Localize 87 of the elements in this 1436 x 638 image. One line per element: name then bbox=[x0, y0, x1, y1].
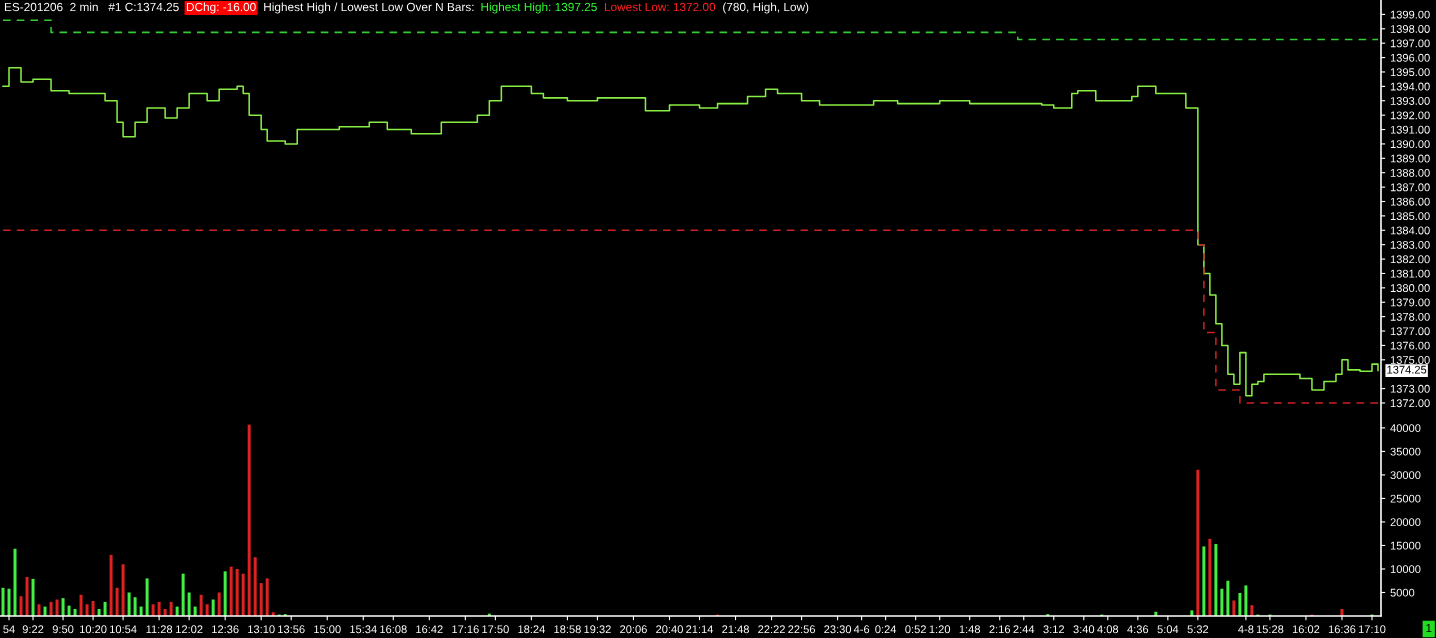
x-tick-label: 5:32 bbox=[1187, 625, 1209, 634]
annotation: Highest High: 1397.25 bbox=[481, 2, 597, 14]
y-tick-label: 1372.00 bbox=[1390, 399, 1430, 408]
y2-tick-label: 10000 bbox=[1390, 565, 1421, 574]
annotation: (780, High, Low) bbox=[723, 2, 809, 14]
x-tick-label: 21:48 bbox=[722, 625, 749, 634]
y-tick-label: 1387.00 bbox=[1390, 183, 1430, 192]
x-tick-label: 3:12 bbox=[1043, 625, 1065, 634]
x-tick-label: 20:40 bbox=[656, 625, 683, 634]
x-tick-label: 21:14 bbox=[686, 625, 714, 634]
y-tick-label: 1384.00 bbox=[1390, 226, 1430, 235]
y-tick-label: 1378.00 bbox=[1390, 312, 1430, 321]
y-tick-label: 1397.00 bbox=[1390, 39, 1430, 48]
text: 1 bbox=[1426, 623, 1432, 633]
y-tick-label: 1375.00 bbox=[1390, 356, 1430, 364]
y2-tick-label: 20000 bbox=[1390, 518, 1421, 527]
x-tick-label: 15:28 bbox=[1256, 625, 1284, 634]
y-tick-label: 1398.00 bbox=[1390, 25, 1430, 33]
y-tick-label: 1396.00 bbox=[1390, 53, 1430, 62]
annotation: ES-201206 2 min #1 C:1374.25 bbox=[4, 2, 179, 12]
y-tick-label: 1395.00 bbox=[1390, 68, 1430, 77]
x-tick-label: 22:22 bbox=[758, 625, 785, 634]
x-tick-label: 20:06 bbox=[620, 625, 647, 634]
x-tick-label: 17:50 bbox=[482, 625, 509, 634]
x-tick-label: 18:58 bbox=[554, 625, 581, 634]
y2-tick-label: 25000 bbox=[1390, 494, 1421, 503]
y-tick-label: 1376.00 bbox=[1390, 341, 1430, 350]
y-tick-label: 1373.00 bbox=[1390, 384, 1430, 393]
y-tick-label: 1399.00 bbox=[1390, 10, 1430, 19]
x-tick-label: 9:22 bbox=[22, 625, 44, 634]
y-tick-label: 1394.00 bbox=[1390, 82, 1430, 91]
x-tick-label: 17:10 bbox=[1358, 625, 1386, 634]
y2-tick-label: 15000 bbox=[1390, 541, 1421, 550]
y-tick-label: 1393.00 bbox=[1390, 97, 1430, 105]
x-tick-label: 5:04 bbox=[1157, 625, 1179, 634]
y2-tick-label: 30000 bbox=[1390, 471, 1421, 480]
x-tick-label: 12:02 bbox=[176, 625, 203, 634]
annotation: Highest High / Lowest Low Over N Bars: bbox=[264, 2, 474, 14]
x-tick-label: 4:08 bbox=[1097, 625, 1119, 634]
y-tick-label: 1377.00 bbox=[1390, 327, 1430, 336]
x-tick-label: 4:36 bbox=[1127, 625, 1149, 634]
y-tick-label: 1392.00 bbox=[1390, 111, 1430, 120]
y-tick-label: 1386.00 bbox=[1390, 197, 1430, 206]
y-tick-label: 1390.00 bbox=[1390, 140, 1430, 149]
y-tick-label: 1382.00 bbox=[1390, 255, 1430, 264]
x-tick-label: 0:52 bbox=[905, 625, 926, 634]
annotation: Lowest Low: 1372.00 bbox=[604, 2, 716, 12]
x-tick-label: 18:24 bbox=[518, 625, 545, 634]
x-tick-label: 0:24 bbox=[875, 625, 897, 634]
x-tick-label: 15:34 bbox=[350, 625, 377, 634]
y2-tick-label: 35000 bbox=[1390, 447, 1421, 456]
y-tick-label: 1383.00 bbox=[1390, 240, 1430, 249]
x-tick-label: 11:28 bbox=[146, 625, 173, 634]
y-tick-label: 1391.00 bbox=[1390, 125, 1430, 134]
x-tick-label: 22:56 bbox=[788, 625, 815, 634]
x-tick-label: 19:32 bbox=[584, 625, 611, 634]
x-tick-label: 16:42 bbox=[416, 625, 443, 634]
text: 1374.25 bbox=[1387, 365, 1427, 374]
x-tick-label: 23:30 bbox=[824, 625, 852, 634]
x-tick-label: 12:36 bbox=[212, 625, 239, 634]
x-tick-label: 17:16 bbox=[452, 625, 479, 634]
y-tick-label: 1385.00 bbox=[1390, 212, 1430, 221]
y-tick-label: 1388.00 bbox=[1390, 168, 1430, 177]
y-tick-label: 1379.00 bbox=[1390, 298, 1430, 307]
x-tick-label: 13:56 bbox=[278, 625, 305, 634]
x-tick-label: 16:02 bbox=[1292, 625, 1320, 634]
x-tick-label: 16:08 bbox=[380, 625, 407, 634]
y2-tick-label: 5000 bbox=[1390, 588, 1415, 597]
x-tick-label: 2:16 bbox=[989, 625, 1011, 634]
y-tick-label: 1381.00 bbox=[1390, 269, 1430, 278]
x-tick-label: 1:20 bbox=[929, 625, 951, 634]
x-tick-label: 10:20 bbox=[80, 625, 107, 634]
annotation: DChg: -16.00 bbox=[186, 2, 256, 14]
x-tick-label: 10:54 bbox=[110, 625, 137, 634]
x-tick-label: 4-8 bbox=[1238, 625, 1254, 634]
x-tick-label: 3:40 bbox=[1073, 625, 1095, 634]
x-tick-label: 54 bbox=[3, 625, 15, 634]
x-tick-label: 9:50 bbox=[52, 625, 74, 634]
y-tick-label: 1380.00 bbox=[1390, 284, 1430, 292]
y-tick-label: 1389.00 bbox=[1390, 154, 1430, 163]
y2-tick-label: 40000 bbox=[1390, 424, 1421, 433]
x-tick-label: 16:36 bbox=[1328, 625, 1356, 634]
x-tick-label: 1:48 bbox=[959, 625, 981, 634]
x-tick-label: 15:00 bbox=[314, 625, 341, 634]
x-tick-label: 2:44 bbox=[1013, 625, 1035, 634]
x-tick-label: 13:10 bbox=[248, 625, 275, 634]
x-tick-label: 4-6 bbox=[853, 625, 870, 634]
